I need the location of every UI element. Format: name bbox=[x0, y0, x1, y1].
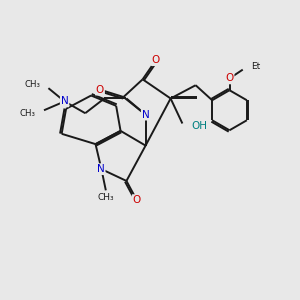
Text: N: N bbox=[97, 164, 105, 174]
Text: O: O bbox=[133, 195, 141, 205]
Text: O: O bbox=[96, 85, 104, 94]
Text: CH₃: CH₃ bbox=[19, 109, 35, 118]
Text: CH₃: CH₃ bbox=[98, 193, 114, 202]
Text: Et: Et bbox=[251, 62, 260, 71]
Text: N: N bbox=[142, 110, 149, 120]
Text: O: O bbox=[152, 55, 160, 65]
Text: CH₃: CH₃ bbox=[24, 80, 40, 89]
Text: N: N bbox=[61, 96, 68, 106]
Text: O: O bbox=[225, 74, 234, 83]
Text: OH: OH bbox=[191, 122, 207, 131]
